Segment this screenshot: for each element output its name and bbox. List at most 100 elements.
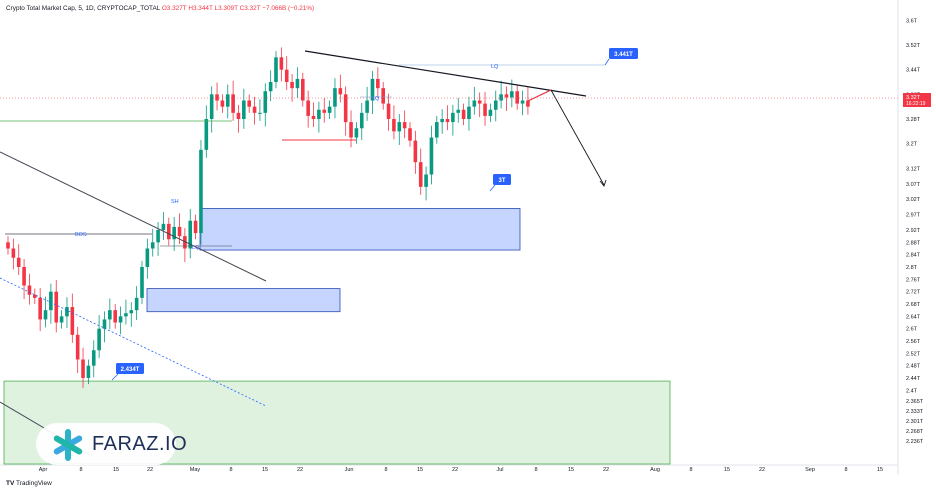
candle-body <box>193 220 198 234</box>
candle-body <box>118 316 123 323</box>
candle-body <box>435 122 439 138</box>
candle-body <box>333 88 337 107</box>
x-tick-label: 22 <box>603 467 609 473</box>
symbol-name: Crypto Total Market Cap, 5, 1D, CRYPTOCA… <box>6 5 161 12</box>
y-tick-label: 2.48T <box>906 364 921 370</box>
candle-body <box>225 94 230 107</box>
candle-body <box>413 140 418 163</box>
price-tag-bg <box>903 93 931 107</box>
y-tick-label: 3.07T <box>906 182 921 188</box>
candle-body <box>445 119 450 123</box>
candle-body <box>81 359 85 378</box>
y-tick-label: 2.301T <box>906 419 924 425</box>
descending-trendline <box>304 50 587 97</box>
close-value: C3.32T <box>239 5 261 12</box>
y-tick-label: 2.92T <box>906 228 921 234</box>
x-tick-label: 15 <box>877 467 883 473</box>
candle-body <box>188 220 193 249</box>
y-tick-label: 3.02T <box>906 197 921 203</box>
x-tick-label: Jul <box>496 467 503 473</box>
candle-body <box>488 109 493 116</box>
candle-body <box>33 294 37 298</box>
candle-body <box>520 100 525 104</box>
y-tick-label: 2.6T <box>906 327 918 333</box>
x-tick-label: 8 <box>689 467 692 473</box>
x-tick-label: Aug <box>650 467 660 473</box>
candle-body <box>27 285 32 295</box>
faraz-logo: FARAZ.IO <box>36 423 187 465</box>
candle-body <box>306 100 310 116</box>
candle-body <box>418 162 423 187</box>
candle-body <box>59 316 64 323</box>
candle-body <box>91 350 96 366</box>
y-tick-label: 2.333T <box>906 409 924 415</box>
candle-body <box>140 267 144 298</box>
candle-body <box>65 307 69 317</box>
candle-body <box>145 248 150 267</box>
candle-body <box>429 137 434 175</box>
candle-body <box>349 122 353 138</box>
candle-body <box>365 100 369 113</box>
x-tick-label: Apr <box>39 467 48 473</box>
y-tick-label: 2.268T <box>906 429 924 435</box>
x-tick-label: Sep <box>805 467 815 473</box>
y-tick-label: 2.97T <box>906 213 921 219</box>
candle-body <box>150 242 155 249</box>
lq-label-upper: LQ <box>491 64 499 70</box>
callout-2434-bg <box>116 363 144 374</box>
y-tick-label: 2.52T <box>906 351 921 357</box>
callout-3441-pointer <box>604 58 610 66</box>
y-tick-label: 2.56T <box>906 339 921 345</box>
low-value: L3.309T <box>214 5 238 12</box>
candle-body <box>242 100 246 119</box>
chart-header: Crypto Total Market Cap, 5, 1D, CRYPTOCA… <box>6 5 314 12</box>
callout-3t-pointer <box>489 184 496 192</box>
candle-body <box>113 310 117 323</box>
candle-body <box>172 226 176 240</box>
candle-body <box>279 57 284 70</box>
candle-body <box>75 334 80 360</box>
candle-body <box>483 103 487 116</box>
y-tick-label: 3.44T <box>906 68 921 74</box>
y-tick-label: 3.2T <box>906 142 918 148</box>
y-tick-label: 3.28T <box>906 117 921 123</box>
candle-body <box>295 78 300 89</box>
faraz-logo-text: FARAZ.IO <box>92 433 188 455</box>
candle-body <box>167 223 171 240</box>
candle-body <box>43 310 48 320</box>
y-tick-label: 2.68T <box>906 302 921 308</box>
candle-body <box>311 115 316 119</box>
candle-body <box>408 128 412 141</box>
x-tick-label: May <box>190 467 201 473</box>
candle-body <box>290 82 294 89</box>
candle-body <box>451 112 455 123</box>
y-tick-label: 2.72T <box>906 290 921 296</box>
candle-body <box>354 128 359 138</box>
x-tick-label: 8 <box>384 467 387 473</box>
candle-body <box>317 109 321 119</box>
candle-body <box>129 310 134 314</box>
callout-2434-pointer <box>111 373 119 381</box>
x-tick-label: 15 <box>417 467 423 473</box>
candle-body <box>456 109 461 113</box>
x-tick-label: 8 <box>229 467 232 473</box>
candle-body <box>204 119 209 150</box>
candle-body <box>268 82 273 92</box>
candle-body <box>252 106 257 113</box>
candle-body <box>247 100 251 107</box>
candle-body <box>440 119 444 123</box>
x-tick-label: 8 <box>844 467 847 473</box>
candle-body <box>467 106 471 119</box>
y-tick-label: 3.6T <box>906 18 918 24</box>
candle-body <box>156 230 160 243</box>
candle-body <box>6 242 10 249</box>
candle-body <box>461 109 466 119</box>
candle-body <box>236 112 241 119</box>
candle-body <box>327 106 332 113</box>
candle-body <box>102 319 107 329</box>
bos-label: BOS <box>75 232 87 238</box>
x-tick-label: 15 <box>113 467 119 473</box>
x-tick-label: 8 <box>79 467 82 473</box>
candle-body <box>477 100 482 104</box>
